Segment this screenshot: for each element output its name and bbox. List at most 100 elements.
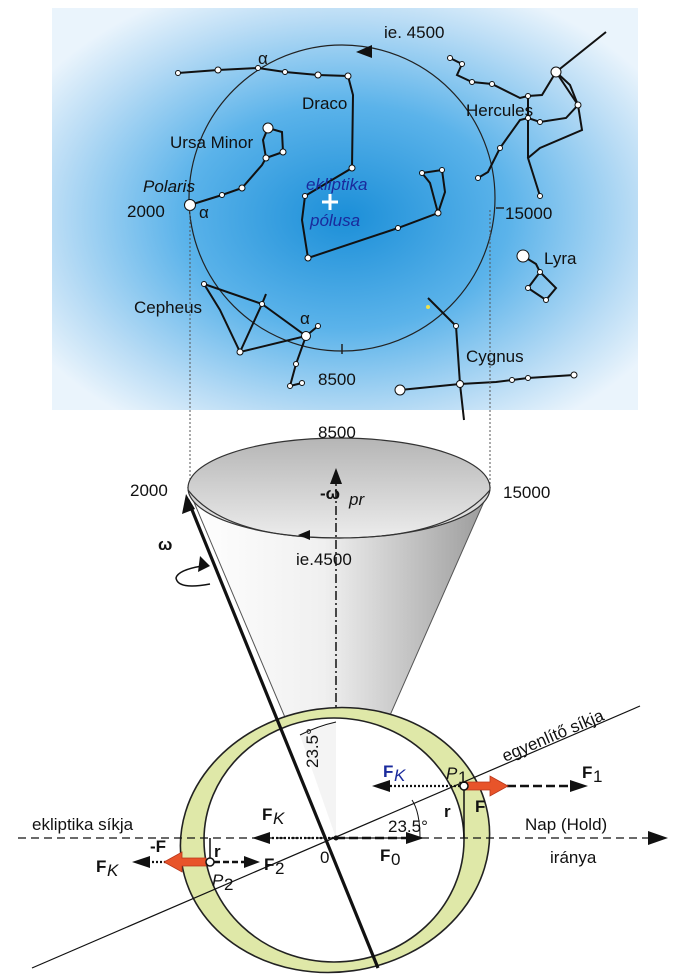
star [489,81,495,87]
star [447,55,453,61]
neg-omega-label: -ω [320,484,340,503]
fk0-sub: K [273,809,285,828]
precession-cone: 8500 2000 15000 ie.4500 -ω pr [130,423,550,840]
f2-label: F [264,855,274,874]
star [236,348,244,356]
sky-year-bottom: 8500 [318,370,356,389]
earth-circle [203,717,465,963]
sky-map: ie. 4500 2000 15000 8500 Draco Hercules … [52,8,638,421]
star [525,375,531,381]
star [219,192,225,198]
label-ecliptic-pole-2: pólusa [309,211,360,230]
cygnus-lines [399,374,575,391]
star [550,66,562,78]
star [262,154,270,162]
rotation-axis-arrow [182,494,195,514]
label-lyra: Lyra [544,249,577,268]
star [301,331,311,341]
star [299,380,305,386]
earth-section: ω egyenlítő síkja ekliptika síkja Nap (H… [18,494,668,974]
sun-direction-arrow [648,831,668,845]
point-p2 [205,857,215,867]
star [570,371,578,379]
polaris-star [184,199,196,211]
star [469,79,475,85]
precession-axis-arrow [330,468,342,484]
equator-plane-label: egyenlítő síkja [499,706,607,766]
star [475,175,481,181]
star [394,384,406,396]
f1-sub: 1 [593,767,602,786]
label-draco: Draco [302,94,347,113]
hercules-lines [555,31,607,73]
ecliptic-plane-label: ekliptika síkja [32,815,134,834]
vega-star [516,249,530,263]
rotation-indicator [175,565,211,587]
p1-label: P [446,764,458,783]
star [525,285,531,291]
sky-year-top: ie. 4500 [384,23,445,42]
star [259,301,265,307]
alpha-draconis: α [258,49,268,68]
draco-lines [177,66,447,260]
star [304,254,312,262]
cone-rotation-arrow [298,530,310,540]
alpha-cephei: α [300,309,310,328]
sun-direction-label-2: iránya [550,848,597,867]
star [497,145,503,151]
neg-omega-subscript: pr [348,490,365,509]
label-cygnus: Cygnus [466,347,524,366]
sun-direction-label-1: Nap (Hold) [525,815,607,834]
label-cepheus: Cepheus [134,298,202,317]
neg-f-resultant-arrow [163,851,207,873]
cygnus-lines-2 [427,297,465,421]
angle-vertical-label: 23.5° [303,728,322,768]
label-polaris: Polaris [143,177,195,196]
cone-year-top: 8500 [318,423,356,442]
r1-label: r [444,802,451,821]
point-p1 [459,781,469,791]
p2-label: P [212,871,224,890]
neg-f-label: -F [150,837,166,856]
star [201,281,207,287]
star [255,65,261,71]
star [543,297,549,303]
f0-sub: 0 [391,850,400,869]
fk2-label: F [96,857,106,876]
precession-direction-arrow [356,45,372,58]
star [175,70,181,76]
fk1-sub: K [394,766,406,785]
star [302,193,308,199]
label-ecliptic-pole-1: ekliptika [306,175,367,194]
alpha-ursae-minoris: α [199,203,209,222]
star [287,383,293,389]
star [348,164,356,172]
star [282,69,288,75]
fk2-sub: K [107,861,119,880]
star [419,170,425,176]
star [395,225,401,231]
stars [175,55,582,396]
cone-year-right: 15000 [503,483,550,502]
rotation-axis [186,499,380,969]
sky-year-right: 15000 [505,204,552,223]
p2-sub: 2 [224,875,233,894]
angle-horizontal-label: 23.5° [388,817,428,836]
p1-sub: 1 [458,768,467,787]
f2-sub: 2 [275,859,284,878]
star [525,93,531,99]
star [453,323,459,329]
fk0-label: F [262,805,272,824]
cone-year-front: ie.4500 [296,550,352,569]
star [344,72,352,80]
ecliptic-pole-cross [322,194,338,210]
f0-label: F [380,846,390,865]
label-hercules: Hercules [466,101,533,120]
star [509,377,515,383]
star [262,122,274,134]
star [434,209,442,217]
fk1-label: F [383,762,393,781]
f-label: F [475,797,485,816]
star [459,61,465,67]
